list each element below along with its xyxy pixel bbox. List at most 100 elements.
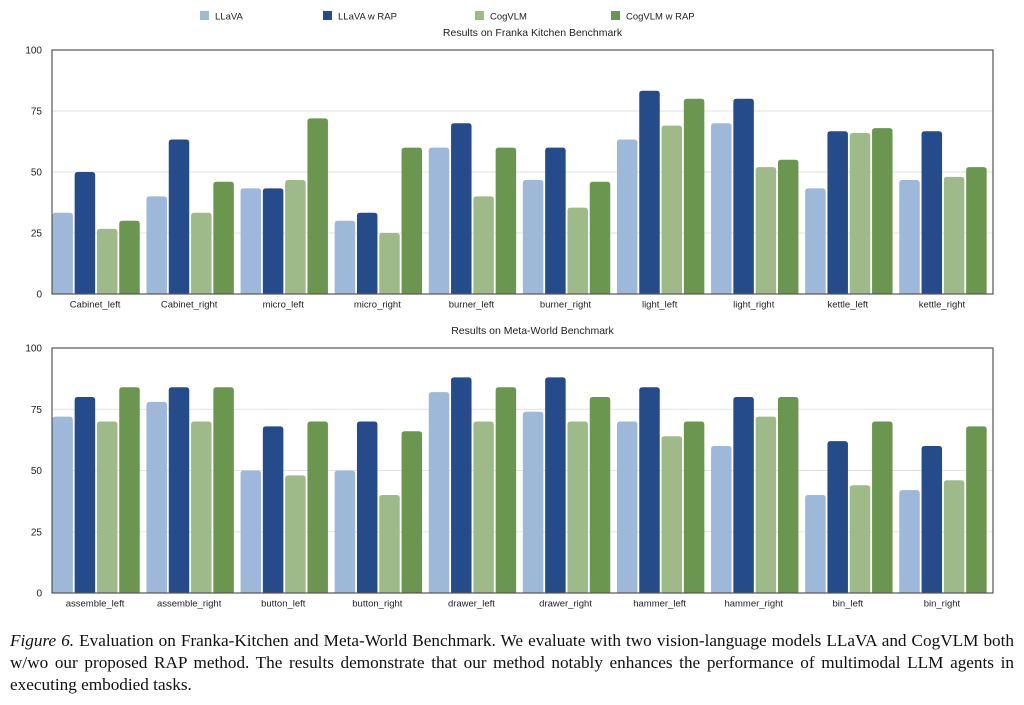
bar-cabinet-right-llava: LLaVA Cabinet_right: 40	[146, 196, 167, 294]
bar-group-micro-right: LLaVA micro_right: 30LLaVA w RAP micro_r…	[334, 147, 423, 294]
bar-button-left-cogvlm: CogVLM button_left: 48	[285, 475, 306, 593]
bar-micro-right-cogvlm: CogVLM micro_right: 25	[379, 233, 400, 294]
bar-light-right-llava-w-rap: LLaVA w RAP light_right: 80	[733, 98, 754, 294]
bar-kettle-left-cogvlm-w-rap: CogVLM w RAP kettle_left: 68	[872, 128, 893, 294]
x-tick-label: micro_left	[263, 300, 305, 311]
bar-button-left-cogvlm-w-rap: CogVLM w RAP button_left: 70	[307, 421, 328, 593]
bar-micro-left-cogvlm-w-rap: CogVLM w RAP micro_left: 72	[307, 118, 328, 294]
bar-button-right-cogvlm: CogVLM button_right: 40	[379, 495, 400, 593]
chart-title: Results on Meta-World Benchmark	[451, 325, 614, 337]
y-tick-label: 25	[31, 527, 43, 538]
x-tick-label: micro_right	[354, 300, 401, 311]
legend-label: LLaVA	[215, 12, 243, 23]
bar-group-cabinet-right: LLaVA Cabinet_right: 40LLaVA w RAP Cabin…	[146, 139, 234, 294]
bar-micro-left-llava: LLaVA micro_left: 43.3	[240, 188, 262, 294]
y-tick-label: 100	[25, 344, 42, 355]
bar-hammer-left-cogvlm-w-rap: CogVLM w RAP hammer_left: 70	[683, 421, 705, 593]
legend-item-llava-w-rap: LLaVA w RAP	[323, 11, 397, 23]
bar-assemble-right-cogvlm: CogVLM assemble_right: 70	[191, 421, 212, 593]
figure: LLaVA LLaVA w RAP CogVLM CogVLM w RAP Resul…	[25, 11, 994, 610]
bar-burner-right-cogvlm: CogVLM burner_right: 35.4	[567, 207, 588, 294]
bar-burner-left-cogvlm-w-rap: CogVLM w RAP burner_left: 60	[495, 147, 517, 294]
y-tick-label: 75	[31, 405, 43, 416]
bar-group-cabinet-left: LLaVA Cabinet_left: 33.3LLaVA w RAP Cabi…	[52, 172, 140, 294]
x-tick-label: button_left	[261, 599, 306, 610]
x-tick-label: Cabinet_right	[161, 300, 218, 311]
bar-burner-right-cogvlm-w-rap: CogVLM w RAP burner_right: 46	[589, 181, 611, 294]
bar-button-right-cogvlm-w-rap: CogVLM w RAP button_right: 66	[401, 431, 423, 593]
bar-cabinet-right-cogvlm: CogVLM Cabinet_right: 33.3	[191, 212, 212, 294]
bar-bin-left-cogvlm-w-rap: CogVLM w RAP bin_left: 70	[872, 421, 893, 593]
bar-kettle-right-cogvlm-w-rap: CogVLM w RAP kettle_right: 52	[966, 167, 987, 294]
bar-group-micro-left: LLaVA micro_left: 43.3LLaVA w RAP micro_…	[240, 118, 328, 294]
bar-button-right-llava-w-rap: LLaVA w RAP button_right: 70	[356, 421, 378, 593]
bar-group-drawer-right: LLaVA drawer_right: 74LLaVA w RAP drawer…	[522, 377, 611, 593]
x-tick-label: bin_right	[924, 599, 961, 610]
bar-cabinet-left-cogvlm: CogVLM Cabinet_left: 26.7	[96, 228, 118, 294]
bar-hammer-left-llava: LLaVA hammer_left: 70	[616, 421, 638, 593]
x-tick-label: bin_left	[833, 599, 864, 610]
bar-kettle-left-cogvlm: CogVLM kettle_left: 66	[849, 132, 871, 294]
legend-swatch-llava-w-rap	[323, 11, 332, 20]
bar-group-light-left: LLaVA light_left: 63.3LLaVA w RAP light_…	[616, 90, 705, 294]
bar-group-bin-right: LLaVA bin_right: 42LLaVA w RAP bin_right…	[899, 426, 987, 593]
bar-cabinet-left-cogvlm-w-rap: CogVLM w RAP Cabinet_left: 30	[119, 220, 140, 294]
x-tick-label: burner_right	[540, 300, 592, 311]
bar-group-assemble-right: LLaVA assemble_right: 78LLaVA w RAP asse…	[146, 387, 234, 593]
bar-assemble-right-cogvlm-w-rap: CogVLM w RAP assemble_right: 84	[213, 387, 234, 593]
plot-frame	[51, 347, 994, 594]
bar-kettle-right-cogvlm: CogVLM kettle_right: 48	[943, 176, 965, 294]
bar-micro-right-cogvlm-w-rap: CogVLM w RAP micro_right: 60	[401, 147, 423, 294]
bar-group-burner-right: LLaVA burner_right: 46.7LLaVA w RAP burn…	[522, 147, 611, 294]
bar-bin-left-llava-w-rap: LLaVA w RAP bin_left: 62	[827, 441, 848, 593]
legend-label: LLaVA w RAP	[338, 12, 397, 23]
legend-label: CogVLM w RAP	[626, 12, 695, 23]
y-tick-label: 75	[31, 107, 43, 118]
bar-light-right-cogvlm: CogVLM light_right: 52	[755, 167, 777, 294]
bar-assemble-right-llava-w-rap: LLaVA w RAP assemble_right: 84	[168, 387, 190, 593]
bar-light-left-cogvlm: CogVLM light_left: 69	[661, 125, 683, 294]
bar-button-right-llava: LLaVA button_right: 50	[334, 470, 356, 593]
x-tick-label: drawer_left	[448, 599, 495, 610]
bar-burner-right-llava: LLaVA burner_right: 46.7	[522, 180, 544, 294]
bar-group-kettle-right: LLaVA kettle_right: 46.7LLaVA w RAP kett…	[899, 131, 987, 294]
x-tick-label: assemble_left	[66, 599, 125, 610]
bar-button-left-llava-w-rap: LLaVA w RAP button_left: 68	[262, 426, 284, 593]
legend-item-cogvlm: CogVLM	[475, 11, 527, 23]
bar-drawer-left-cogvlm-w-rap: CogVLM w RAP drawer_left: 84	[495, 387, 517, 593]
bar-cabinet-right-llava-w-rap: LLaVA w RAP Cabinet_right: 63.3	[168, 139, 190, 294]
x-tick-label: button_right	[352, 599, 403, 610]
x-tick-label: hammer_left	[633, 599, 686, 610]
bar-assemble-left-cogvlm-w-rap: CogVLM w RAP assemble_left: 84	[119, 387, 140, 593]
bar-kettle-right-llava-w-rap: LLaVA w RAP kettle_right: 66.7	[921, 131, 943, 294]
x-tick-label: hammer_right	[724, 599, 783, 610]
caption-text: Evaluation on Franka-Kitchen and Meta-Wo…	[10, 631, 1015, 694]
bar-drawer-left-llava: LLaVA drawer_left: 82	[428, 392, 450, 593]
legend: LLaVA LLaVA w RAP CogVLM CogVLM w RAP	[200, 11, 695, 23]
bar-drawer-right-cogvlm-w-rap: CogVLM w RAP drawer_right: 80	[589, 397, 611, 593]
bar-assemble-left-llava-w-rap: LLaVA w RAP assemble_left: 80	[74, 397, 96, 593]
bar-cabinet-left-llava: LLaVA Cabinet_left: 33.3	[52, 212, 73, 294]
bar-micro-left-cogvlm: CogVLM micro_left: 46.7	[285, 180, 306, 294]
x-tick-label: light_left	[642, 300, 678, 311]
bar-kettle-right-llava: LLaVA kettle_right: 46.7	[899, 180, 920, 294]
x-tick-label: drawer_right	[539, 599, 592, 610]
bar-light-right-cogvlm-w-rap: CogVLM w RAP light_right: 55	[777, 159, 799, 294]
y-tick-label: 0	[36, 290, 42, 301]
bar-drawer-left-llava-w-rap: LLaVA w RAP drawer_left: 88	[451, 377, 472, 593]
bar-hammer-right-llava-w-rap: LLaVA w RAP hammer_right: 80	[733, 397, 754, 593]
bar-light-left-cogvlm-w-rap: CogVLM w RAP light_left: 80	[683, 98, 705, 294]
bar-group-button-left: LLaVA button_left: 50LLaVA w RAP button_…	[240, 421, 328, 593]
bar-hammer-right-cogvlm: CogVLM hammer_right: 72	[755, 416, 777, 593]
bar-group-burner-left: LLaVA burner_left: 60LLaVA w RAP burner_…	[428, 123, 517, 294]
bar-group-hammer-right: LLaVA hammer_right: 60LLaVA w RAP hammer…	[711, 397, 799, 593]
bar-button-left-llava: LLaVA button_left: 50	[240, 470, 262, 593]
bar-bin-right-cogvlm: CogVLM bin_right: 46	[943, 480, 965, 593]
bar-light-left-llava-w-rap: LLaVA w RAP light_left: 83.3	[639, 90, 660, 294]
legend-label: CogVLM	[490, 12, 527, 23]
meta-world-chart: Results on Meta-World Benchmark 0 25 50 75 10…	[25, 325, 994, 610]
legend-swatch-llava	[200, 11, 209, 20]
bar-bin-right-cogvlm-w-rap: CogVLM w RAP bin_right: 68	[966, 426, 987, 593]
bar-hammer-right-cogvlm-w-rap: CogVLM w RAP hammer_right: 80	[777, 397, 799, 593]
bar-burner-right-llava-w-rap: LLaVA w RAP burner_right: 60	[545, 147, 566, 294]
